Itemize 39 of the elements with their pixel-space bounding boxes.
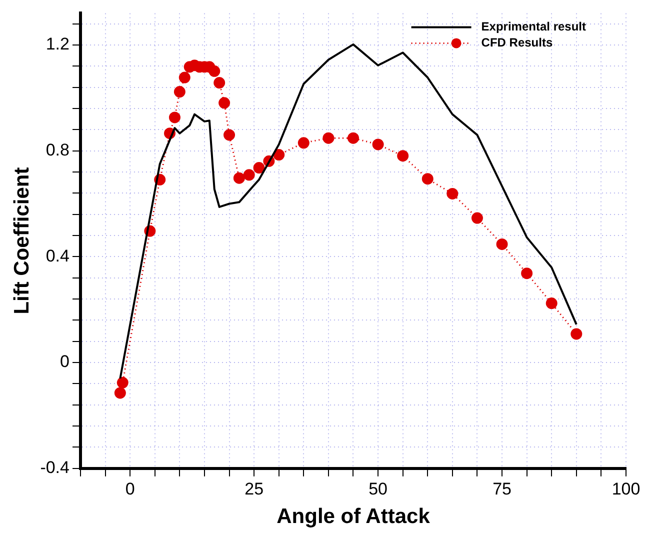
- point: [546, 298, 558, 310]
- point: [168, 112, 180, 124]
- point: [322, 132, 334, 144]
- x-axis-title: Angle of Attack: [276, 505, 430, 528]
- point: [446, 188, 458, 200]
- point: [224, 129, 236, 141]
- point: [422, 173, 434, 185]
- point: [372, 138, 384, 150]
- point: [521, 268, 533, 280]
- point: [253, 162, 265, 174]
- point: [298, 137, 310, 149]
- y-axis-title: Lift Coefficient: [10, 167, 34, 314]
- point: [174, 86, 186, 98]
- y-tick-label: 1.2: [46, 34, 70, 54]
- point: [496, 238, 508, 250]
- point: [233, 172, 245, 184]
- point: [116, 376, 128, 388]
- point: [218, 97, 230, 109]
- x-tick-label: 25: [244, 479, 264, 498]
- point: [471, 212, 483, 224]
- point: [397, 150, 409, 162]
- x-tick-label: 0: [125, 479, 135, 498]
- legend-label: CFD Results: [481, 36, 553, 50]
- point: [243, 169, 255, 181]
- x-tick-label: 100: [612, 479, 640, 498]
- y-tick-label: 0.4: [46, 246, 70, 266]
- y-tick-label: 0: [60, 352, 70, 372]
- point: [114, 387, 126, 399]
- x-tick-label: 50: [368, 479, 388, 498]
- point: [178, 72, 190, 84]
- point: [208, 65, 220, 77]
- point: [273, 149, 285, 161]
- point: [214, 77, 226, 89]
- point: [347, 132, 359, 144]
- legend-label: Exprimental result: [481, 20, 586, 34]
- x-tick-label: 75: [492, 479, 512, 498]
- y-tick-label: 0.8: [46, 140, 70, 160]
- point: [570, 328, 582, 340]
- y-tick-label: -0.4: [40, 458, 70, 478]
